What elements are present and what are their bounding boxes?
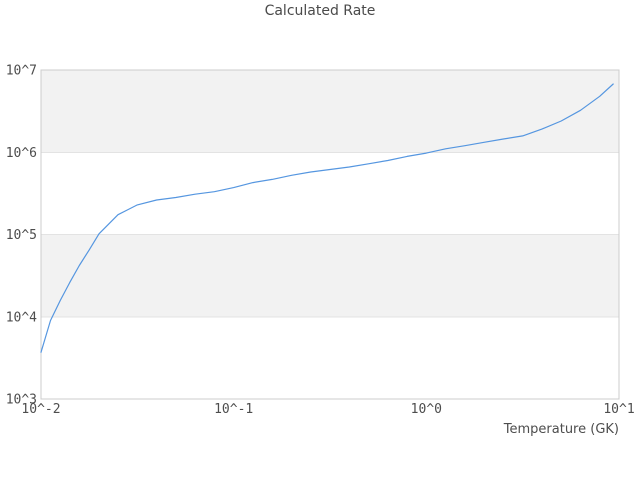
decade-band xyxy=(41,234,619,317)
plot-border xyxy=(40,69,620,400)
x-tick-label: 10^1 xyxy=(603,402,634,417)
x-axis-label: Temperature (GK) xyxy=(503,422,619,437)
x-tick-label: 10^0 xyxy=(411,402,442,417)
decade-band xyxy=(41,70,619,153)
y-tick-label: 10^3 xyxy=(6,393,37,408)
rate-curve xyxy=(40,83,614,353)
y-tick-label: 10^6 xyxy=(6,146,37,161)
y-tick-label: 10^7 xyxy=(6,64,37,79)
x-tick-label: 10^-1 xyxy=(214,402,253,417)
y-tick-label: 10^5 xyxy=(6,228,37,243)
y-tick-label: 10^4 xyxy=(6,310,37,325)
chart-title: Calculated Rate xyxy=(264,3,376,19)
x-tick-label: 10^-2 xyxy=(21,402,60,417)
